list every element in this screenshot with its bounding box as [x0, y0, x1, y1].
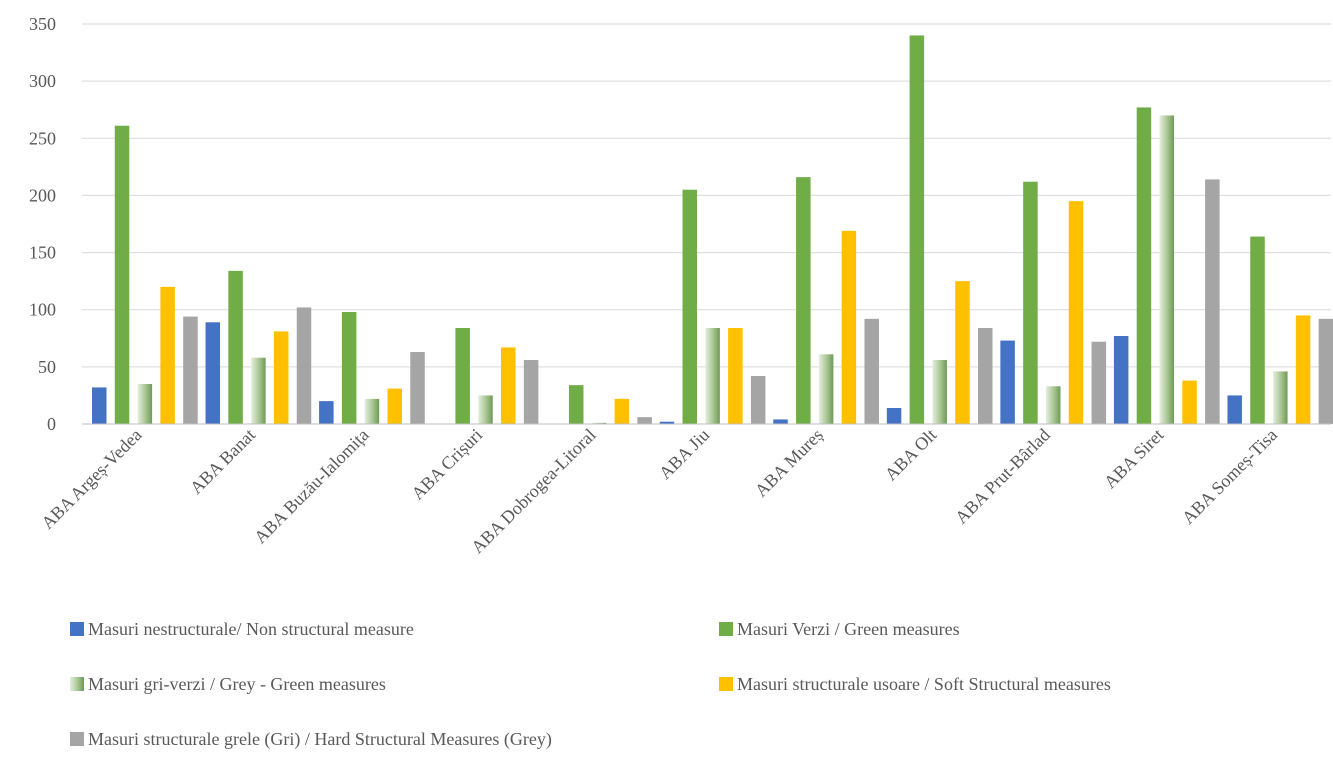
x-tick-label: ABA Banat [186, 425, 259, 498]
legend-swatch [70, 732, 84, 746]
bar [523, 360, 539, 424]
bar [909, 35, 925, 425]
legend-label: Masuri structurale grele (Gri) / Hard St… [88, 729, 552, 750]
bar [932, 360, 947, 424]
legend: Masuri nestructurale/ Non structural mea… [70, 619, 1111, 750]
y-tick-label: 300 [29, 71, 56, 91]
bars [92, 35, 1333, 425]
bar [387, 388, 402, 424]
bar [160, 286, 175, 424]
legend-label: Masuri Verzi / Green measures [737, 619, 960, 639]
y-tick-label: 200 [29, 185, 56, 205]
bar [205, 322, 221, 424]
bar [114, 125, 130, 424]
x-tick-label: ABA Crișuri [407, 425, 486, 504]
x-tick-label: ABA Argeș-Vedea [37, 425, 145, 533]
bar [1045, 386, 1061, 424]
legend-item: Masuri Verzi / Green measures [719, 619, 960, 639]
bar [501, 347, 516, 424]
y-tick-label: 350 [29, 14, 56, 34]
bar [1182, 380, 1197, 424]
legend-item: Masuri structurale grele (Gri) / Hard St… [70, 729, 552, 750]
bar [591, 422, 607, 424]
gridlines [82, 23, 1331, 368]
x-tick-label: ABA Mureș [751, 425, 827, 501]
y-tick-label: 150 [29, 243, 56, 263]
bar [773, 419, 788, 424]
bar [92, 387, 107, 424]
bar [364, 398, 380, 424]
x-tick-label: ABA Buzău-Ialomița [250, 425, 373, 548]
bar [705, 328, 720, 424]
x-tick-label: ABA Prut-Bârlad [951, 425, 1054, 528]
bar [659, 421, 675, 424]
y-tick-label: 50 [38, 357, 56, 377]
x-tick-label: ABA Dobrogea-Litoral [467, 425, 600, 558]
bar [1023, 181, 1038, 424]
bar [455, 328, 470, 424]
bar [341, 312, 357, 424]
bar [410, 352, 425, 424]
legend-item: Masuri nestructurale/ Non structural mea… [70, 619, 414, 639]
bar [319, 401, 334, 424]
legend-item: Masuri gri-verzi / Grey - Green measures [70, 674, 386, 694]
bar [478, 395, 493, 424]
bar [841, 230, 857, 424]
legend-swatch [70, 677, 84, 691]
x-tick-label: ABA Someș-Tisa [1178, 425, 1281, 528]
legend-swatch [70, 622, 84, 636]
bar [886, 408, 902, 424]
bar [1136, 107, 1152, 424]
y-axis-ticks: 0 50 100 150 200 250 300 350 [29, 14, 56, 434]
bar [1091, 341, 1107, 424]
legend-item: Masuri structurale usoare / Soft Structu… [719, 674, 1111, 694]
bar [273, 331, 289, 424]
bar [1227, 395, 1242, 424]
bar [796, 177, 811, 424]
bar [1318, 318, 1333, 424]
bar [682, 189, 698, 424]
legend-label: Masuri nestructurale/ Non structural mea… [88, 619, 414, 639]
bar [137, 384, 153, 424]
bar [818, 354, 834, 424]
legend-swatch [719, 677, 733, 691]
bar [1113, 336, 1129, 424]
x-tick-label: ABA Siret [1100, 425, 1168, 493]
bar [251, 357, 266, 424]
bar [978, 328, 993, 424]
x-tick-label: ABA Olt [881, 425, 941, 485]
bar [1295, 315, 1311, 424]
y-tick-label: 100 [29, 300, 56, 320]
legend-label: Masuri gri-verzi / Grey - Green measures [88, 674, 386, 694]
bar [750, 376, 766, 424]
bar [1159, 115, 1175, 424]
bar [1068, 201, 1084, 424]
bar [1000, 340, 1015, 424]
bar [228, 270, 243, 424]
bar [955, 281, 970, 424]
legend-label: Masuri structurale usoare / Soft Structu… [737, 674, 1111, 694]
bar [1250, 236, 1265, 424]
bar [1205, 179, 1220, 424]
bar [614, 398, 630, 424]
bar [864, 318, 879, 424]
y-tick-label: 250 [29, 128, 56, 148]
y-tick-label: 0 [47, 414, 56, 434]
bar [183, 316, 198, 424]
bar [1273, 371, 1288, 424]
bar [637, 417, 652, 424]
bar [296, 307, 312, 424]
legend-swatch [719, 622, 733, 636]
bar [728, 328, 743, 424]
bar [568, 385, 584, 424]
x-tick-label: ABA Jiu [655, 425, 713, 483]
